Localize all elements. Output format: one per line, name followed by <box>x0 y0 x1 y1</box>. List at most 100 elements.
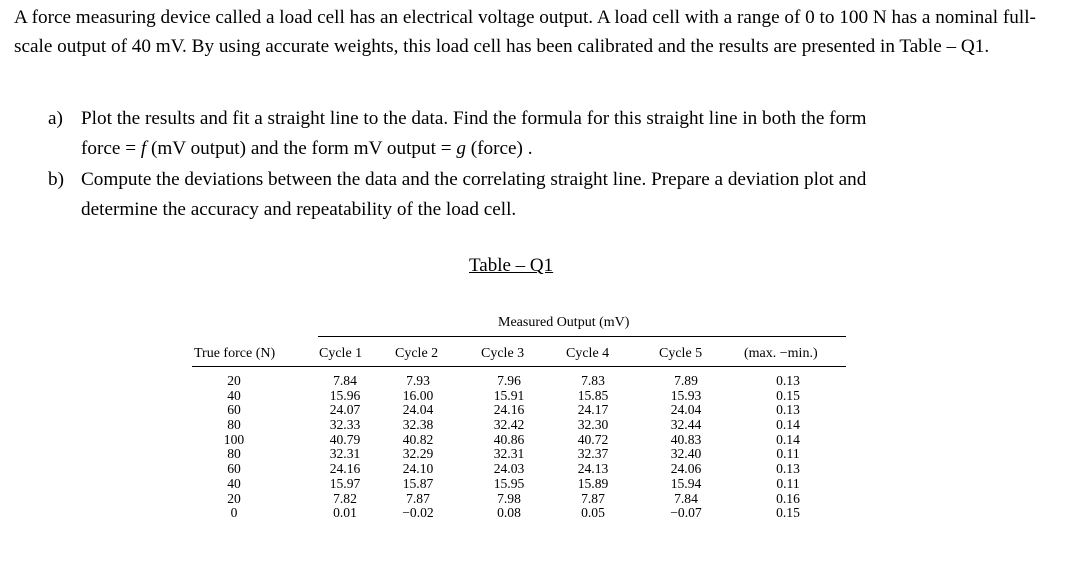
table-cell: 40 <box>227 475 241 491</box>
table-cell: 0.13 <box>776 461 800 477</box>
header-cycle-3: Cycle 3 <box>481 346 525 361</box>
table-cell: 24.04 <box>670 402 702 418</box>
table-cell: 0.11 <box>776 475 800 491</box>
table-cell: 0.15 <box>776 387 800 403</box>
table-cell: 32.30 <box>577 417 609 433</box>
table-cell: 24.16 <box>493 402 525 418</box>
table-cell: 20 <box>227 373 241 388</box>
table-cell: 0.13 <box>776 402 800 418</box>
column-cycle-3: 7.96 15.91 24.16 32.42 40.86 32.31 24.03 15.95 7… <box>487 373 531 521</box>
table-cell: 15.95 <box>493 475 525 491</box>
eq-force-label: force = <box>81 138 141 159</box>
table-cell: 80 <box>227 446 241 462</box>
table-cell: 0.14 <box>776 431 800 447</box>
table-cell: 15.97 <box>329 475 361 491</box>
table-cell: 32.33 <box>329 417 361 433</box>
question-a-line2: force = f (mV output) and the form mV ou… <box>81 134 1041 164</box>
table-cell: 20 <box>227 490 241 506</box>
table-cell: 32.40 <box>670 446 702 462</box>
table-cell: −0.02 <box>402 505 434 521</box>
header-cycle-2: Cycle 2 <box>395 346 439 361</box>
table-cell: 40.83 <box>670 431 702 447</box>
table-cell: 40 <box>227 387 241 403</box>
table-cell: 32.42 <box>493 417 525 433</box>
table-cell: 15.89 <box>577 475 609 491</box>
table-cell: 24.03 <box>493 461 525 477</box>
table-cell: 40.72 <box>577 431 609 447</box>
table-cell: 24.13 <box>577 461 609 477</box>
table-cell: 32.31 <box>493 446 525 462</box>
table-caption: Table – Q1 <box>469 255 554 276</box>
header-max-min: (max. −min.) <box>744 346 818 361</box>
table-cell: 7.84 <box>674 490 698 506</box>
group-header-rule <box>318 336 846 337</box>
table-cell: 7.89 <box>674 373 698 388</box>
question-b-text: Compute the deviations between the data … <box>81 165 1041 225</box>
header-cycle-4: Cycle 4 <box>566 346 610 361</box>
question-b-line2: determine the accuracy and repeatability… <box>81 199 517 220</box>
table-cell: 40.86 <box>493 431 525 447</box>
column-cycle-5: 7.89 15.93 24.04 32.44 40.83 32.40 24.06 15.94 7… <box>664 373 708 521</box>
column-cycle-2: 7.93 16.00 24.04 32.38 40.82 32.29 24.10 15.87 7… <box>396 373 440 521</box>
table-cell: 0.14 <box>776 417 800 433</box>
table-cell: 15.85 <box>577 387 609 403</box>
table-cell: 7.87 <box>406 490 430 506</box>
table-cell: 32.31 <box>329 446 361 462</box>
header-cycle-5: Cycle 5 <box>659 346 703 361</box>
table-cell: 0.13 <box>776 373 800 388</box>
table-cell: 40.82 <box>402 431 434 447</box>
table-cell: 16.00 <box>402 387 434 403</box>
table-cell: 80 <box>227 417 241 433</box>
header-true-force: True force (N) <box>194 346 276 361</box>
table-cell: 15.96 <box>329 387 361 403</box>
question-b-label: b) <box>48 169 64 190</box>
table-cell: 7.93 <box>406 373 430 388</box>
table-cell: 7.98 <box>497 490 521 506</box>
table-cell: 32.29 <box>402 446 434 462</box>
table-cell: 24.16 <box>329 461 361 477</box>
table-cell: 40.79 <box>329 431 361 447</box>
column-cycle-4: 7.83 15.85 24.17 32.30 40.72 32.37 24.13 15.89 7… <box>571 373 615 521</box>
question-b-line1: Compute the deviations between the data … <box>81 169 867 190</box>
table-cell: 0.01 <box>333 505 357 521</box>
table-cell: 24.10 <box>402 461 434 477</box>
eq-f-symbol: f <box>140 138 147 159</box>
question-a-text: Plot the results and fit a straight line… <box>81 104 1041 164</box>
table-cell: 32.38 <box>402 417 434 433</box>
table-cell: 15.93 <box>670 387 702 403</box>
table-cell: 32.37 <box>577 446 609 462</box>
table-cell: 7.84 <box>333 373 357 388</box>
table-cell: 24.06 <box>670 461 702 477</box>
table-cell: 100 <box>223 431 245 447</box>
table-cell: 15.87 <box>402 475 434 491</box>
table-cell: 0.11 <box>776 446 800 462</box>
table-cell: 0.05 <box>581 505 605 521</box>
table-cell: 7.82 <box>333 490 357 506</box>
question-a-label: a) <box>48 108 63 129</box>
table-cell: 0.15 <box>776 505 800 521</box>
header-cycle-1: Cycle 1 <box>319 346 363 361</box>
column-max-min: 0.13 0.15 0.13 0.14 0.14 0.11 0.13 0.11 0.16 0.15 <box>766 373 810 521</box>
table-cell: 0 <box>230 505 238 521</box>
eq-force-tail: (force) . <box>465 138 533 159</box>
eq-mv-text: (mV output) and the form mV output = <box>146 138 457 159</box>
eq-g-symbol: g <box>456 138 466 159</box>
table-cell: 0.16 <box>776 490 800 506</box>
column-cycle-1: 7.84 15.96 24.07 32.33 40.79 32.31 24.16 15.97 7… <box>323 373 367 521</box>
column-true-force: 20 40 60 80 100 80 60 40 20 0 <box>214 373 254 521</box>
table-cell: 24.17 <box>577 402 609 418</box>
table-cell: 32.44 <box>670 417 702 433</box>
table-cell: 15.91 <box>493 387 525 403</box>
header-rule <box>192 366 846 367</box>
table-cell: 60 <box>227 461 241 477</box>
table-cell: 7.83 <box>581 373 605 388</box>
problem-intro: A force measuring device called a load c… <box>14 7 1036 57</box>
table-cell: 7.96 <box>497 373 521 388</box>
table-cell: 7.87 <box>581 490 605 506</box>
measured-output-header: Measured Output (mV) <box>498 315 630 330</box>
question-a-line1: Plot the results and fit a straight line… <box>81 108 867 129</box>
table-cell: 24.04 <box>402 402 434 418</box>
table-cell: 0.08 <box>497 505 521 521</box>
table-cell: 24.07 <box>329 402 361 418</box>
table-cell: 15.94 <box>670 475 702 491</box>
